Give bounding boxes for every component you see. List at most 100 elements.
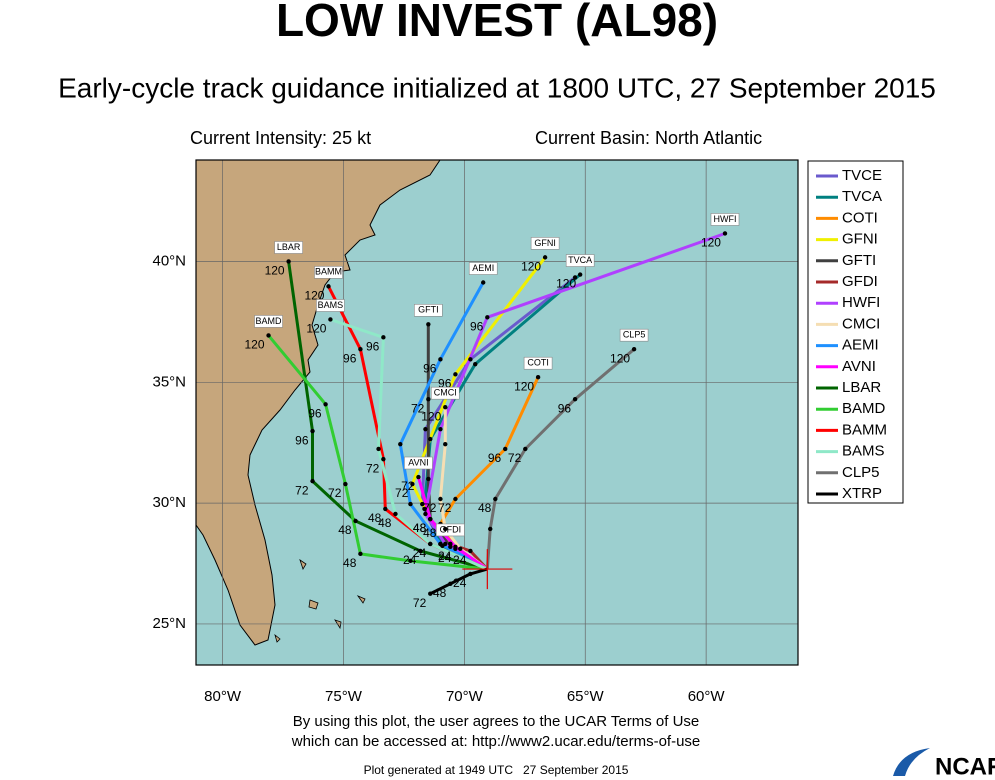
model-tag: AVNI	[408, 457, 428, 467]
track-point	[542, 255, 548, 260]
hour-label: 96	[423, 362, 437, 376]
hour-label: 48	[368, 511, 382, 525]
terms-line: By using this plot, the user agrees to t…	[293, 713, 700, 730]
track-point	[426, 322, 431, 327]
track-point	[722, 231, 728, 236]
model-tag-box	[468, 262, 498, 275]
hour-label: 96	[308, 406, 322, 420]
track-point	[310, 478, 315, 484]
hour-label: 72	[366, 461, 380, 475]
track-point	[398, 441, 403, 447]
track-point	[381, 456, 386, 462]
legend-label: TVCE	[842, 167, 882, 184]
hour-label: 24	[413, 546, 427, 560]
model-tag: GFTI	[418, 305, 439, 315]
model-tag-box	[710, 213, 740, 226]
hour-label: 120	[701, 236, 721, 250]
track-line	[267, 334, 488, 571]
y-tick-label: 25°N	[152, 615, 186, 632]
track-point	[343, 481, 348, 487]
legend-label: LBAR	[842, 379, 881, 396]
hour-label: 72	[411, 401, 425, 415]
track-line	[423, 232, 726, 571]
hour-label: 120	[306, 322, 326, 336]
model-tag: GFNI	[534, 238, 556, 248]
track-point	[468, 357, 473, 362]
track-point	[443, 526, 448, 532]
hour-label: 96	[488, 451, 502, 465]
y-tick-label: 30°N	[152, 494, 186, 511]
track-point	[381, 335, 386, 340]
track-point	[328, 317, 333, 322]
track-point	[523, 446, 528, 452]
track-line	[429, 567, 488, 596]
islands	[274, 559, 366, 643]
hour-label: 72	[401, 479, 415, 493]
hour-label: 72	[395, 486, 409, 500]
terms-line: which can be accessed at: http://www2.uc…	[291, 733, 701, 750]
legend-label: GFTI	[842, 252, 876, 269]
track-point	[423, 426, 428, 432]
plot-area	[195, 159, 798, 665]
hour-label: 72	[438, 501, 452, 515]
model-tag-box	[414, 304, 443, 317]
hour-label: 48	[478, 501, 492, 515]
y-tick-label: 40°N	[152, 252, 186, 269]
track-line	[398, 281, 489, 571]
model-tag-box	[274, 241, 303, 254]
track-point	[426, 397, 431, 402]
title: LOW INVEST (AL98)	[276, 0, 718, 46]
track-point	[326, 284, 331, 289]
track-point	[376, 446, 381, 452]
track-point	[631, 346, 637, 352]
hour-label: 120	[610, 351, 630, 365]
track-point	[503, 446, 508, 452]
track-point	[428, 516, 433, 522]
model-tag-box	[430, 386, 460, 400]
hour-label: 48	[413, 521, 427, 535]
track-point	[572, 397, 578, 402]
basin: Current Basin: North Atlantic	[535, 128, 762, 148]
hour-label: 72	[423, 501, 437, 515]
legend-label: CLP5	[842, 464, 880, 481]
model-tag-box	[523, 356, 553, 370]
hour-label: 96	[366, 340, 380, 354]
hour-label: 72	[413, 596, 427, 610]
model-tag-box	[436, 523, 465, 537]
hour-label: 96	[343, 351, 357, 365]
hour-label: 120	[244, 338, 264, 352]
track-point	[423, 511, 428, 517]
track-labels: 120TVCA24487296120COTI487296120GFNI72GFT…	[244, 213, 740, 610]
track-point	[468, 571, 473, 577]
track-point	[485, 315, 490, 320]
model-tag: TVCA	[568, 255, 592, 265]
track-point	[428, 436, 433, 442]
track-line	[287, 261, 488, 571]
hour-label: 48	[413, 521, 427, 535]
hour-label: 96	[558, 401, 572, 415]
legend-label: CMCI	[842, 315, 880, 332]
initial-position	[462, 549, 513, 590]
hour-label: 96	[295, 433, 309, 447]
track-point	[383, 506, 388, 512]
track-point	[266, 333, 271, 338]
hour-label: 48	[423, 526, 437, 540]
track-point	[488, 526, 493, 532]
track-point	[410, 481, 415, 487]
hour-label: 48	[343, 556, 357, 570]
model-tag: BAMD	[256, 316, 283, 326]
track-point	[448, 541, 453, 547]
track-point	[468, 548, 473, 554]
model-tag-box	[530, 237, 560, 250]
hour-label: 72	[508, 451, 522, 465]
track-point	[438, 357, 443, 362]
track-point	[408, 558, 413, 564]
track-point	[453, 544, 458, 550]
hour-label: 24	[438, 549, 452, 563]
legend-label: GFDI	[842, 273, 878, 290]
track-point	[416, 474, 421, 480]
track-point	[358, 346, 363, 352]
model-tag: COTI	[527, 358, 549, 368]
legend-label: AVNI	[842, 358, 876, 375]
